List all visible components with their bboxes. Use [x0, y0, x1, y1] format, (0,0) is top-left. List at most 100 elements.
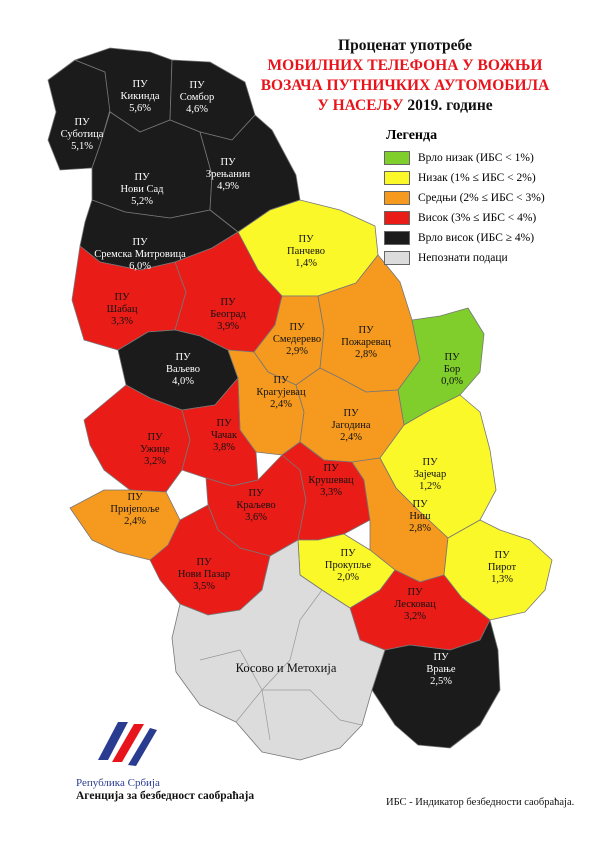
agency-logo-icon — [98, 722, 157, 766]
region-label-prefix: ПУ — [134, 172, 150, 183]
region-label-prefix: ПУ — [220, 297, 236, 308]
map-title: Проценат употребе МОБИЛНИХ ТЕЛЕФОНА У ВО… — [255, 36, 555, 116]
legend-swatch — [384, 251, 410, 265]
region-label-value: 3,3% — [111, 316, 133, 327]
region-label-value: 3,2% — [404, 611, 426, 622]
region-label-prefix: ПУ — [248, 488, 264, 499]
region-label-name: Крушевац — [308, 475, 354, 486]
region-label-value: 2,4% — [340, 432, 362, 443]
title-line-3: ВОЗАЧА ПУТНИЧКИХ АУТОМОБИЛА — [260, 77, 550, 94]
region-label-prefix: ПУ — [343, 408, 359, 419]
region-label-name: Нови Сад — [120, 184, 164, 195]
region-label-name: Лесковац — [394, 599, 436, 610]
region-label-name: Пријепоље — [110, 504, 160, 515]
region-label-prefix: ПУ — [114, 292, 130, 303]
region-label-prefix: ПУ — [358, 325, 374, 336]
region-label-prefix: ПУ — [147, 432, 163, 443]
region-label-value: 3,9% — [217, 321, 239, 332]
region-label-value: 0,0% — [441, 376, 463, 387]
kosovo-label: Косово и Метохија — [236, 661, 337, 675]
region-vranje — [371, 619, 501, 749]
region-label-value: 3,5% — [193, 581, 215, 592]
region-label-value: 1,3% — [491, 574, 513, 585]
region-label-prefix: ПУ — [132, 237, 148, 248]
region-label-prefix: ПУ — [74, 117, 90, 128]
region-label-name: Пожаревац — [341, 337, 391, 348]
region-label-value: 3,2% — [144, 456, 166, 467]
legend-label: Врло низак (ИБС < 1%) — [418, 152, 534, 164]
legend-swatch — [384, 151, 410, 165]
legend: Легенда Врло низак (ИБС < 1%) Низак (1% ≤… — [384, 128, 594, 268]
region-label-name: Смедерево — [273, 334, 321, 345]
region-label-name: Пирот — [488, 562, 517, 573]
region-label-value: 2,4% — [124, 516, 146, 527]
legend-label: Непознати подаци — [418, 252, 508, 264]
region-label-prefix: ПУ — [298, 234, 314, 245]
region-label-prefix: ПУ — [340, 548, 356, 559]
region-label-name: Ваљево — [166, 364, 200, 375]
org-line-1: Република Србија — [76, 777, 160, 789]
legend-item: Непознати подаци — [384, 248, 594, 268]
region-label-name: Зајечар — [414, 469, 446, 480]
region-label-name: Нови Пазар — [178, 569, 230, 580]
region-krusevac — [281, 441, 371, 541]
region-label-name: Кикинда — [121, 91, 160, 102]
region-label-value: 2,5% — [430, 676, 452, 687]
region-label-name: Панчево — [287, 246, 325, 257]
region-label-value: 4,9% — [217, 181, 239, 192]
region-label-prefix: ПУ — [289, 322, 305, 333]
legend-item: Низак (1% ≤ ИБС < 2%) — [384, 168, 594, 188]
legend-swatch — [384, 231, 410, 245]
legend-label: Врло висок (ИБС ≥ 4%) — [418, 232, 535, 244]
region-label-value: 2,4% — [270, 399, 292, 410]
region-label-value: 3,8% — [213, 442, 235, 453]
region-label-prefix: ПУ — [273, 375, 289, 386]
region-label-prefix: ПУ — [220, 157, 236, 168]
region-label-value: 5,1% — [71, 141, 93, 152]
legend-item: Врло висок (ИБС ≥ 4%) — [384, 228, 594, 248]
region-label-value: 5,6% — [129, 103, 151, 114]
footer-note: ИБС - Индикатор безбедности саобраћаја. — [386, 797, 575, 808]
region-label-name: Суботица — [61, 129, 104, 140]
region-label-name: Чачак — [211, 430, 238, 441]
region-label-name: Краљево — [236, 500, 275, 511]
region-label-prefix: ПУ — [323, 463, 339, 474]
legend-swatch — [384, 191, 410, 205]
region-label-name: Бор — [444, 364, 461, 375]
region-label-prefix: ПУ — [175, 352, 191, 363]
region-label-prefix: ПУ — [412, 499, 428, 510]
legend-swatch — [384, 211, 410, 225]
region-label-prefix: ПУ — [407, 587, 423, 598]
legend-item: Средњи (2% ≤ ИБС < 3%) — [384, 188, 594, 208]
legend-item: Врло низак (ИБС < 1%) — [384, 148, 594, 168]
region-label-name: Сремска Митровица — [94, 249, 186, 260]
region-label-name: Сомбор — [180, 92, 215, 103]
region-label-name: Шабац — [107, 304, 138, 315]
region-label-prefix: ПУ — [422, 457, 438, 468]
region-label-prefix: ПУ — [127, 492, 143, 503]
region-label-name: Крагујевац — [256, 387, 306, 398]
region-label-value: 1,4% — [295, 258, 317, 269]
legend-label: Средњи (2% ≤ ИБС < 3%) — [418, 192, 545, 204]
region-label-value: 4,6% — [186, 104, 208, 115]
region-label-prefix: ПУ — [196, 557, 212, 568]
title-line-4-red: У НАСЕЉУ — [317, 97, 404, 114]
region-label-prefix: ПУ — [494, 550, 510, 561]
region-label-name: Прокупље — [325, 560, 372, 571]
region-label-value: 4,0% — [172, 376, 194, 387]
title-line-4: У НАСЕЉУ 2019. године — [255, 96, 555, 116]
region-label-value: 6,0% — [129, 261, 151, 272]
legend-label: Низак (1% ≤ ИБС < 2%) — [418, 172, 536, 184]
region-label-value: 1,2% — [419, 481, 441, 492]
legend-label: Висок (3% ≤ ИБС < 4%) — [418, 212, 537, 224]
region-label-prefix: ПУ — [132, 79, 148, 90]
region-label-name: Ниш — [409, 511, 430, 522]
title-line-1: Проценат употребе — [338, 37, 472, 54]
region-label-prefix: ПУ — [433, 652, 449, 663]
region-label-value: 3,3% — [320, 487, 342, 498]
region-label-value: 2,8% — [409, 523, 431, 534]
region-label-value: 2,9% — [286, 346, 308, 357]
region-label-name: Зрењанин — [206, 169, 251, 180]
